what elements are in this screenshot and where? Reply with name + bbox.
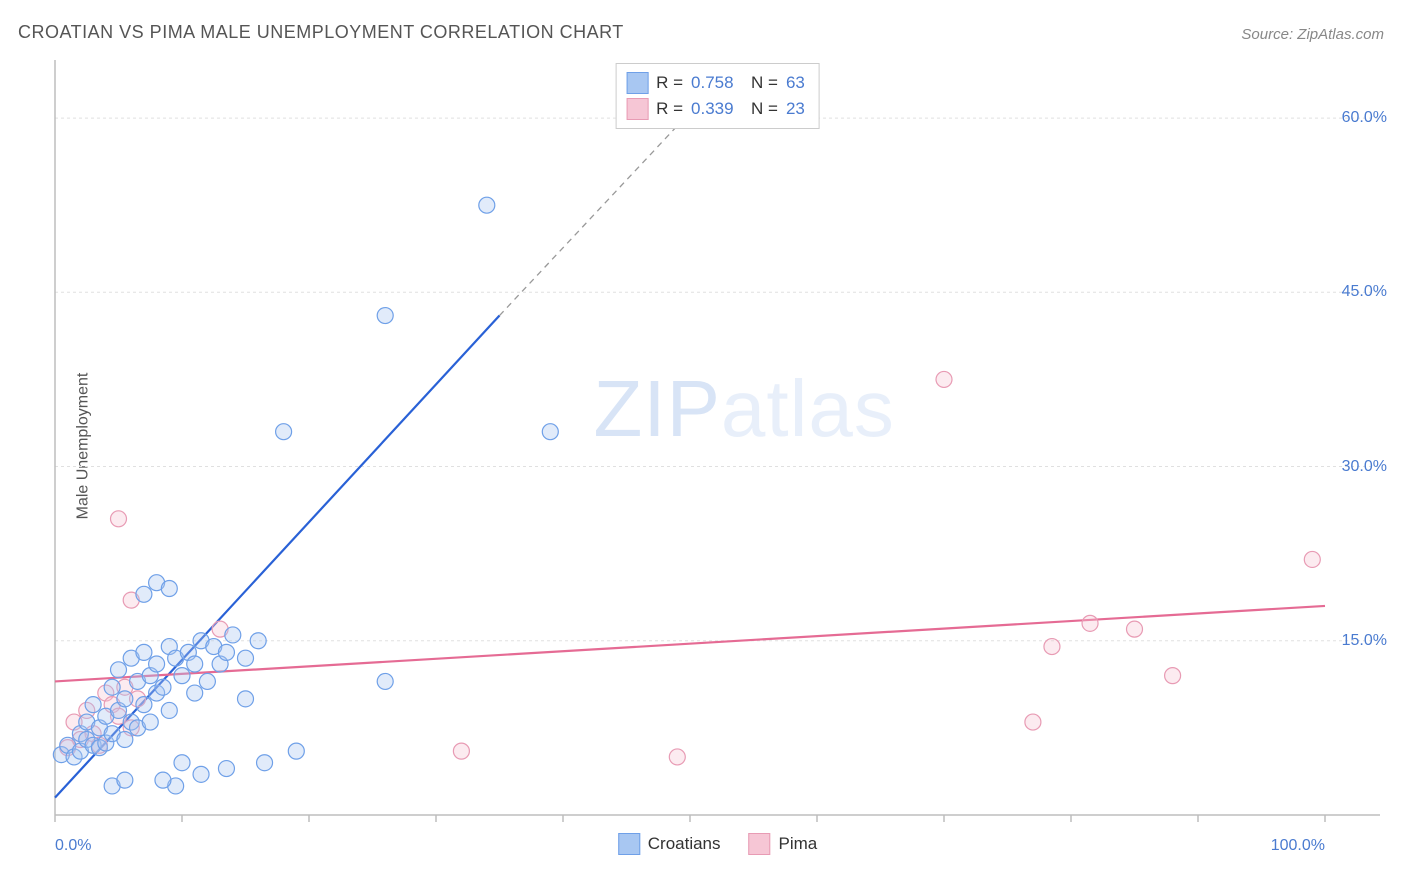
- y-tick-label: 60.0%: [1342, 109, 1387, 127]
- chart-title: CROATIAN VS PIMA MALE UNEMPLOYMENT CORRE…: [18, 22, 624, 43]
- legend-label-pima: Pima: [779, 834, 818, 854]
- y-tick-label: 15.0%: [1342, 632, 1387, 650]
- legend-label-croatians: Croatians: [648, 834, 721, 854]
- swatch-croatians-bottom: [618, 833, 640, 855]
- legend-item-croatians: Croatians: [618, 833, 721, 855]
- source-attribution: Source: ZipAtlas.com: [1241, 26, 1384, 43]
- r-label: R =: [656, 99, 683, 119]
- r-value-croatians: 0.758: [691, 73, 734, 93]
- stats-row-pima: R = 0.339 N = 23: [626, 96, 805, 122]
- x-tick-label: 0.0%: [55, 837, 91, 855]
- r-value-pima: 0.339: [691, 99, 734, 119]
- chart-svg: [50, 55, 1385, 825]
- y-tick-label: 45.0%: [1342, 283, 1387, 301]
- stats-legend: R = 0.758 N = 63 R = 0.339 N = 23: [615, 63, 820, 129]
- swatch-croatians: [626, 72, 648, 94]
- swatch-pima: [626, 98, 648, 120]
- n-value-croatians: 63: [786, 73, 805, 93]
- source-prefix: Source:: [1241, 26, 1297, 43]
- swatch-pima-bottom: [749, 833, 771, 855]
- n-value-pima: 23: [786, 99, 805, 119]
- series-legend: Croatians Pima: [618, 833, 818, 855]
- n-label: N =: [742, 73, 778, 93]
- x-tick-label: 100.0%: [1271, 837, 1325, 855]
- stats-row-croatians: R = 0.758 N = 63: [626, 70, 805, 96]
- r-label: R =: [656, 73, 683, 93]
- chart-plot-area: ZIPatlas R = 0.758 N = 63 R = 0.339 N = …: [50, 55, 1385, 825]
- legend-item-pima: Pima: [749, 833, 818, 855]
- source-name: ZipAtlas.com: [1297, 26, 1384, 43]
- n-label: N =: [742, 99, 778, 119]
- y-tick-label: 30.0%: [1342, 458, 1387, 476]
